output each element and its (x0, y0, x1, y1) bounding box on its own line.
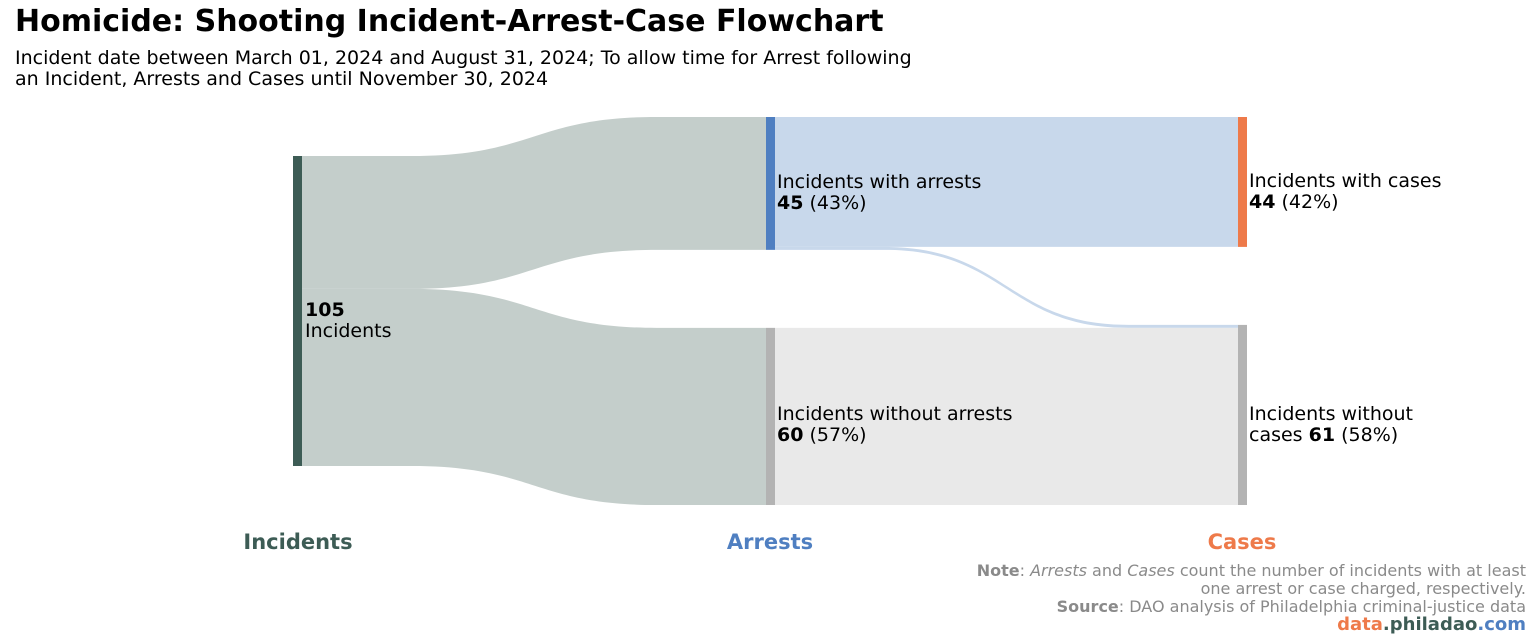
brand-data: data (1337, 614, 1383, 635)
subtitle-line-2: an Incident, Arrests and Cases until Nov… (15, 68, 549, 90)
label-no-arrests: Incidents without arrests 60 (57%) (777, 404, 1012, 446)
stage-label-arrests: Arrests (726, 530, 814, 554)
flow-arrests-to-cases (775, 117, 1238, 247)
brand-com: com (1484, 614, 1526, 635)
note-label: Note (976, 561, 1020, 580)
no-arrests-text: Incidents without arrests (777, 403, 1013, 425)
no-arrests-count: 60 (777, 424, 804, 446)
flow-arrests-to-no-cases (775, 246, 1238, 328)
brand-dot-2: . (1477, 614, 1485, 635)
label-incidents: 105 Incidents (305, 300, 392, 342)
incidents-count: 105 (305, 299, 345, 321)
source-text: : DAO analysis of Philadelphia criminal-… (1118, 597, 1526, 616)
node-bar-no-cases (1238, 324, 1247, 505)
note-emphasis-arrests: Arrests (1030, 561, 1087, 580)
node-bar-cases (1238, 117, 1247, 247)
flow-incidents-to-arrests (302, 117, 766, 289)
brand-dot-1: . (1382, 614, 1390, 635)
footer-notes: Note: Arrests and Cases count the number… (977, 562, 1526, 634)
cases-pct: (42%) (1275, 191, 1339, 213)
node-bar-no-arrests (766, 327, 775, 505)
note-emphasis-cases: Cases (1127, 561, 1175, 580)
node-bar-incidents (293, 156, 302, 466)
no-cases-text-1: Incidents without (1249, 403, 1413, 425)
label-cases: Incidents with cases 44 (42%) (1249, 171, 1441, 213)
source-label: Source (1056, 597, 1119, 616)
arrests-count: 45 (777, 192, 804, 214)
arrests-pct: (43%) (803, 192, 867, 214)
cases-text: Incidents with cases (1249, 170, 1442, 192)
no-cases-pct: (58%) (1335, 424, 1399, 446)
source-line: Source: DAO analysis of Philadelphia cri… (977, 598, 1526, 616)
no-cases-count: 61 (1308, 424, 1336, 446)
stage-label-cases: Cases (1207, 530, 1277, 554)
brand-philadao: philadao (1389, 614, 1478, 635)
label-no-cases: Incidents without cases 61 (58%) (1249, 404, 1413, 446)
note-line-1: Note: Arrests and Cases count the number… (977, 562, 1526, 580)
brand-link[interactable]: data.philadao.com (977, 616, 1526, 634)
chart-subtitle: Incident date between March 01, 2024 and… (15, 48, 912, 90)
stage-label-incidents: Incidents (243, 530, 353, 554)
flow-no-arrests-to-no-cases (775, 327, 1238, 505)
subtitle-line-1: Incident date between March 01, 2024 and… (15, 47, 912, 69)
note-rest: count the number of incidents with at le… (1174, 561, 1526, 580)
cases-count: 44 (1249, 191, 1276, 213)
arrests-text: Incidents with arrests (777, 171, 982, 193)
flow-incidents-to-no-arrests (302, 288, 766, 505)
no-arrests-pct: (57%) (803, 424, 867, 446)
note-line-2: one arrest or case charged, respectively… (1200, 579, 1526, 598)
incidents-text: Incidents (305, 320, 392, 342)
chart-title: Homicide: Shooting Incident-Arrest-Case … (15, 4, 884, 39)
label-arrests: Incidents with arrests 45 (43%) (777, 172, 981, 214)
no-cases-text-2: cases (1249, 424, 1309, 446)
node-bar-arrests (766, 117, 775, 250)
note-sep: : (1019, 561, 1031, 580)
note-and: and (1086, 561, 1128, 580)
